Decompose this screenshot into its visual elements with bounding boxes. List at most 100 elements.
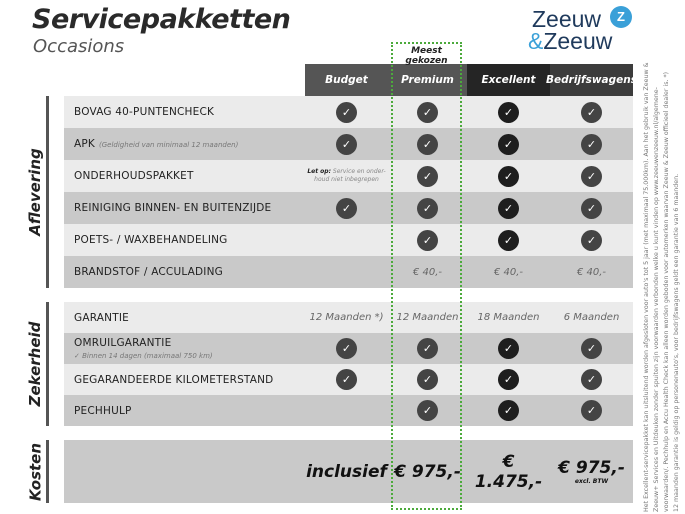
row-label: BRANDSTOF / ACCULADING bbox=[74, 266, 223, 278]
cell-premium: ✓ bbox=[388, 160, 467, 192]
section-bar-kosten bbox=[46, 440, 49, 503]
cell-value: € 40,- bbox=[493, 266, 524, 278]
cell-excellent: 18 Maanden bbox=[467, 302, 550, 333]
zeeuw-logo: Zeeuw Z &Zeeuw bbox=[528, 4, 638, 54]
check-icon: ✓ bbox=[417, 369, 438, 390]
check-icon: ✓ bbox=[498, 133, 519, 155]
cell-excellent: ✓ bbox=[467, 364, 550, 395]
column-header-premium: Premium bbox=[388, 64, 467, 96]
cell-bedrijfswagens: 6 Maanden bbox=[550, 302, 633, 333]
cell-value: 12 Maanden bbox=[396, 312, 459, 323]
cell-value: 12 Maanden *) bbox=[309, 312, 384, 323]
logo-line1: Zeeuw bbox=[532, 6, 602, 32]
cell-premium: € 40,- bbox=[388, 256, 467, 288]
cell-value: € 40,- bbox=[412, 266, 443, 278]
row-label: GEGARANDEERDE KILOMETERSTAND bbox=[74, 373, 274, 386]
section-bar-aflevering bbox=[46, 96, 49, 288]
section-label: Zekerheid bbox=[26, 321, 44, 407]
table-row: REINIGING BINNEN- EN BUITENZIJDE ✓ ✓ ✓ ✓ bbox=[64, 192, 633, 224]
page-title: Servicepakketten bbox=[32, 4, 291, 35]
row-label: ONDERHOUDSPAKKET bbox=[74, 170, 194, 182]
cell-premium: ✓ bbox=[388, 192, 467, 224]
cell-premium: 12 Maanden bbox=[388, 302, 467, 333]
check-icon: ✓ bbox=[417, 400, 438, 421]
check-icon: ✓ bbox=[498, 400, 519, 421]
row-label: REINIGING BINNEN- EN BUITENZIJDE bbox=[74, 202, 272, 214]
check-icon: ✓ bbox=[417, 165, 438, 187]
row-label: BOVAG 40-PUNTENCHECK bbox=[74, 106, 215, 118]
section-label: Aflevering bbox=[26, 148, 44, 236]
cell-budget: ✓ bbox=[305, 364, 388, 395]
column-header-budget: Budget bbox=[305, 64, 388, 96]
price-note: excl. BTW bbox=[574, 478, 609, 485]
row-label: PECHHULP bbox=[74, 404, 132, 417]
cell-premium: ✓ bbox=[388, 96, 467, 128]
cell-bedrijfswagens: ✓ bbox=[550, 96, 633, 128]
cell-excellent: ✓ bbox=[467, 192, 550, 224]
table-row: OMRUILGARANTIE ✓ Binnen 14 dagen (maximaa… bbox=[64, 333, 633, 364]
cell-budget: Let op: Service en onder-houd niet inbeg… bbox=[305, 160, 388, 192]
row-label: GARANTIE bbox=[74, 311, 129, 324]
check-icon: ✓ bbox=[498, 229, 519, 251]
table-row: APK (Geldigheid van minimaal 12 maanden) ✓… bbox=[64, 128, 633, 160]
cell-excellent: ✓ bbox=[467, 224, 550, 256]
table-row: GARANTIE 12 Maanden *) 12 Maanden 18 Maande… bbox=[64, 302, 633, 333]
row-sublabel: ✓ Binnen 14 dagen (maximaal 750 km) bbox=[74, 352, 213, 360]
table-row: BRANDSTOF / ACCULADING € 40,- € 40,- € 40,- bbox=[64, 256, 633, 288]
check-icon: ✓ bbox=[417, 197, 438, 219]
check-icon: ✓ bbox=[417, 133, 438, 155]
cell-bedrijfswagens: € 40,- bbox=[550, 256, 633, 288]
column-header-bedrijfswagens: Bedrijfswagens bbox=[546, 64, 637, 96]
check-icon: ✓ bbox=[581, 133, 602, 155]
check-icon: ✓ bbox=[498, 101, 519, 123]
cell-excellent: ✓ bbox=[467, 333, 550, 364]
check-icon: ✓ bbox=[498, 197, 519, 219]
table-row: POETS- / WAXBEHANDELING ✓ ✓ ✓ bbox=[64, 224, 633, 256]
cell-bedrijfswagens: ✓ bbox=[550, 160, 633, 192]
cell-premium: ✓ bbox=[388, 333, 467, 364]
cell-value: 18 Maanden bbox=[477, 312, 540, 323]
check-icon: ✓ bbox=[336, 369, 357, 390]
cell-budget bbox=[305, 224, 388, 256]
cell-premium: ✓ bbox=[388, 364, 467, 395]
cell-excellent: € 40,- bbox=[467, 256, 550, 288]
check-icon: ✓ bbox=[498, 369, 519, 390]
logo-z-icon: Z bbox=[610, 6, 632, 28]
cell-budget: ✓ bbox=[305, 333, 388, 364]
cell-budget: ✓ bbox=[305, 96, 388, 128]
cell-excellent: ✓ bbox=[467, 96, 550, 128]
cell-bedrijfswagens: ✓ bbox=[550, 192, 633, 224]
cell-excellent: ✓ bbox=[467, 395, 550, 426]
check-icon: ✓ bbox=[336, 197, 357, 219]
check-icon: ✓ bbox=[581, 338, 602, 359]
section-label: Kosten bbox=[26, 442, 44, 501]
cell-bedrijfswagens: ✓ bbox=[550, 224, 633, 256]
check-icon: ✓ bbox=[581, 229, 602, 251]
cell-budget: ✓ bbox=[305, 192, 388, 224]
cell-premium: ✓ bbox=[388, 128, 467, 160]
row-label: POETS- / WAXBEHANDELING bbox=[74, 234, 228, 246]
check-icon: ✓ bbox=[417, 338, 438, 359]
check-icon: ✓ bbox=[336, 101, 357, 123]
table-row: BOVAG 40-PUNTENCHECK ✓ ✓ ✓ ✓ bbox=[64, 96, 633, 128]
section-bar-zekerheid bbox=[46, 302, 49, 426]
cell-excellent: ✓ bbox=[467, 160, 550, 192]
table-row: ONDERHOUDSPAKKET Let op: Service en onder… bbox=[64, 160, 633, 192]
logo-line2: &Zeeuw bbox=[528, 28, 613, 54]
table-row: PECHHULP ✓ ✓ ✓ bbox=[64, 395, 633, 426]
page-subtitle: Occasions bbox=[33, 36, 125, 57]
cell-premium: ✓ bbox=[388, 224, 467, 256]
row-label: OMRUILGARANTIE ✓ Binnen 14 dagen (maximaa… bbox=[64, 337, 305, 360]
check-icon: ✓ bbox=[498, 165, 519, 187]
footnote: Het Excellent-servicepakket kan uitsluit… bbox=[643, 62, 680, 512]
check-icon: ✓ bbox=[336, 133, 357, 155]
row-sublabel: (Geldigheid van minimaal 12 maanden) bbox=[99, 141, 239, 149]
cell-value: € 40,- bbox=[576, 266, 607, 278]
cell-bedrijfswagens: ✓ bbox=[550, 364, 633, 395]
check-icon: ✓ bbox=[581, 400, 602, 421]
price-row: inclusief € 975,- € 1.475,- € 975,- excl. BT… bbox=[64, 440, 633, 503]
table-row: GEGARANDEERDE KILOMETERSTAND ✓ ✓ ✓ ✓ bbox=[64, 364, 633, 395]
check-icon: ✓ bbox=[581, 101, 602, 123]
cell-value: 6 Maanden bbox=[563, 312, 620, 323]
cell-budget bbox=[305, 256, 388, 288]
